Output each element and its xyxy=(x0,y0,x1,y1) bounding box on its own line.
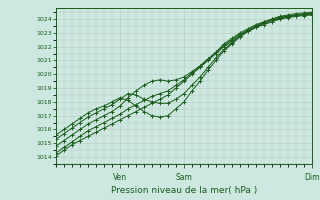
X-axis label: Pression niveau de la mer( hPa ): Pression niveau de la mer( hPa ) xyxy=(111,186,257,195)
